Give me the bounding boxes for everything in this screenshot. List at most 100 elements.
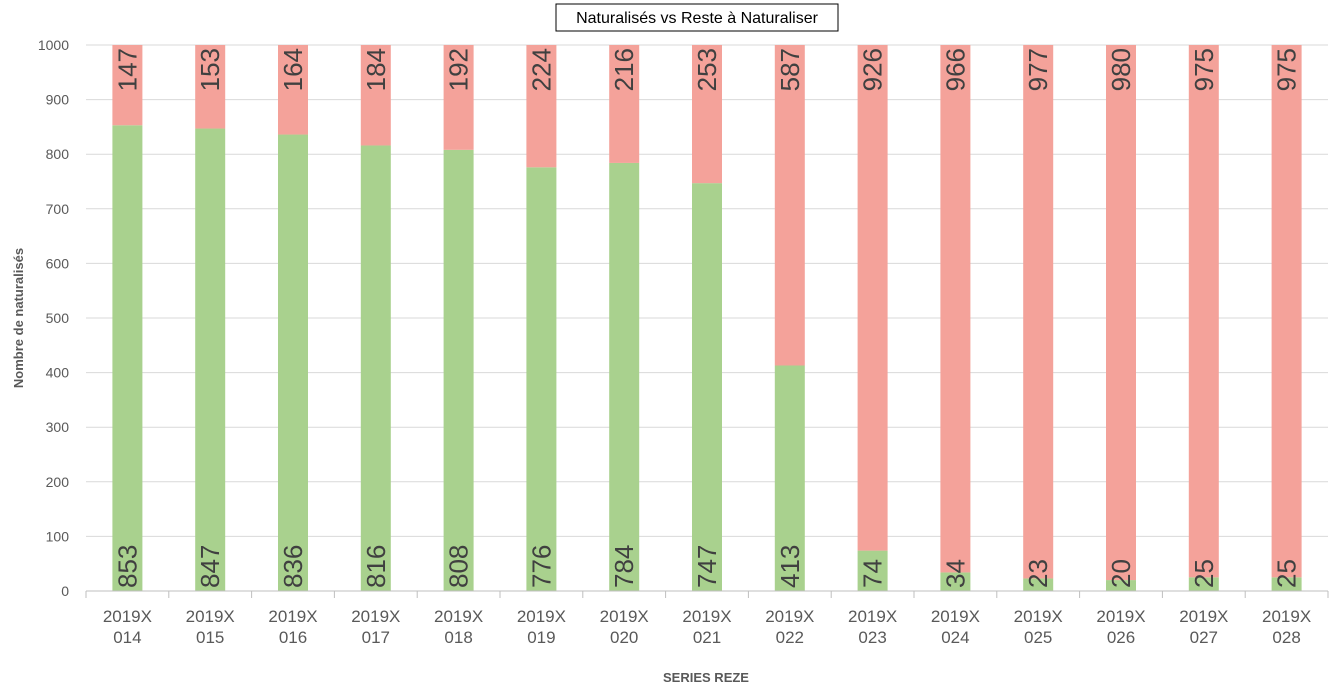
x-tick-label: 016 [279,628,307,647]
y-tick-label: 0 [61,583,69,599]
data-label-reste: 975 [1272,48,1302,91]
x-tick-label: 014 [113,628,141,647]
x-tick-label: 2019X [931,607,980,626]
bar-reste [195,45,226,129]
data-label-naturalises: 853 [112,545,142,588]
data-label-reste: 966 [940,48,970,91]
y-tick-label: 1000 [38,37,69,53]
x-tick-label: 2019X [1014,607,1063,626]
data-label-reste: 164 [278,48,308,91]
bar-naturalises [195,128,226,591]
bar-naturalises [443,149,474,591]
x-tick-label: 2019X [682,607,731,626]
data-label-naturalises: 816 [361,545,391,588]
data-label-naturalises: 413 [775,545,805,588]
bar-reste [360,45,391,146]
bar-reste [609,45,640,163]
data-label-naturalises: 784 [609,545,639,588]
bar-naturalises [112,125,143,592]
data-label-reste: 980 [1106,48,1136,91]
data-label-naturalises: 847 [195,545,225,588]
x-tick-label: 2019X [434,607,483,626]
bar-naturalises [1188,577,1219,591]
x-axis: 2019X 014 2019X 015 2019X 016 2019X 017 2019X 018… [85,590,1329,647]
x-tick-label: 2019X [765,607,814,626]
y-axis-ticks: 0 100 200 300 400 500 600 700 800 900 1000 [38,37,69,599]
data-label-naturalises: 25 [1189,559,1219,588]
data-label-naturalises: 747 [692,545,722,588]
data-label-naturalises: 20 [1106,559,1136,588]
y-axis-title: Nombre de naturalisés [11,248,26,388]
data-label-reste: 216 [609,48,639,91]
x-tick-label: 2019X [517,607,566,626]
y-tick-label: 300 [46,419,70,435]
data-label-naturalises: 808 [444,545,474,588]
bar-naturalises [609,162,640,591]
bar-reste [857,45,888,551]
bar-naturalises [774,365,805,591]
x-tick-label: 2019X [103,607,152,626]
bar-reste [526,45,557,168]
x-tick-label: 024 [941,628,969,647]
bar-naturalises [692,183,722,591]
x-tick-label: 018 [444,628,472,647]
data-label-reste: 147 [112,48,142,91]
y-tick-label: 600 [46,255,70,271]
x-tick-label: 2019X [848,607,897,626]
x-tick-label: 2019X [1179,607,1228,626]
x-tick-label: 020 [610,628,638,647]
x-tick-label: 019 [527,628,555,647]
data-label-reste: 253 [692,48,722,91]
data-label-reste: 224 [526,48,556,91]
x-tick-label: 2019X [600,607,649,626]
x-tick-label: 026 [1107,628,1135,647]
data-label-naturalises: 836 [278,545,308,588]
data-label-naturalises: 34 [940,559,970,588]
x-tick-label: 027 [1190,628,1218,647]
bar-naturalises [526,167,557,591]
x-tick-label: 017 [362,628,390,647]
x-tick-label: 2019X [1262,607,1311,626]
data-label-reste: 192 [444,48,474,91]
y-tick-label: 200 [46,474,70,490]
data-label-naturalises: 776 [526,545,556,588]
x-tick-label: 2019X [1096,607,1145,626]
data-label-naturalises: 25 [1272,559,1302,588]
y-tick-label: 900 [46,92,70,108]
y-tick-label: 500 [46,310,70,326]
data-label-naturalises: 74 [858,559,888,588]
data-label-reste: 153 [195,48,225,91]
data-label-reste: 926 [858,48,888,91]
bar-reste [1188,45,1219,578]
x-tick-label: 028 [1272,628,1300,647]
bar-reste [278,45,308,135]
bar-reste [940,45,971,573]
chart-title-box [555,3,839,32]
x-tick-label: 025 [1024,628,1052,647]
bar-naturalises [1106,580,1136,591]
bar-reste [1271,45,1302,578]
bar-naturalises [1271,577,1302,591]
x-tick-label: 021 [693,628,721,647]
x-tick-label: 2019X [268,607,317,626]
x-axis-title: SERIES REZE [663,670,749,685]
x-tick-label: 015 [196,628,224,647]
x-tick-label: 022 [776,628,804,647]
y-tick-label: 100 [46,528,70,544]
x-tick-label: 023 [858,628,886,647]
bar-naturalises [1023,578,1054,591]
chart-title: Naturalisés vs Reste à Naturaliser [576,10,819,27]
bars [112,45,1302,592]
bar-naturalises [857,550,888,591]
y-tick-label: 800 [46,146,70,162]
data-labels: 853 147 847 153 836 164 816 184 808 192 776 224 784 2… [112,48,1301,588]
bar-reste [443,45,474,150]
data-label-reste: 977 [1023,48,1053,91]
bar-reste [1106,45,1136,581]
bar-reste [774,45,805,366]
data-label-reste: 587 [775,48,805,91]
data-label-reste: 975 [1189,48,1219,91]
data-label-naturalises: 23 [1023,559,1053,588]
bar-reste [692,45,722,184]
